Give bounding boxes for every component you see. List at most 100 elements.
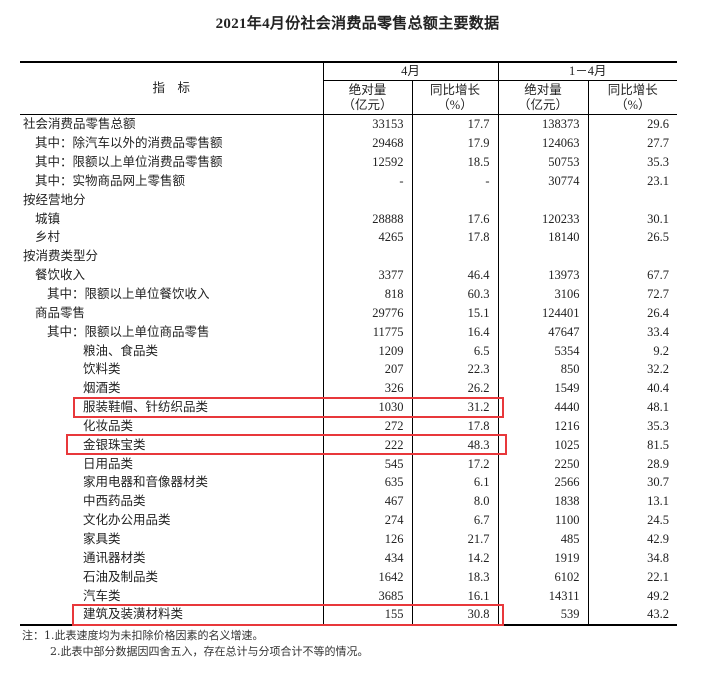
table-row: 通讯器材类 434 14.2 1919 34.8 (20, 548, 678, 568)
ytd-amount-cell: 13973 (497, 265, 589, 285)
col-header-april-amount: 绝对量 （亿元） (322, 80, 412, 115)
ytd-amount-cell (497, 246, 589, 266)
april-growth-cell: 16.4 (411, 322, 499, 342)
april-growth-cell: 17.9 (411, 133, 499, 153)
table-row: 城镇 28888 17.6 120233 30.1 (20, 209, 678, 229)
ytd-growth-cell: 42.9 (587, 529, 678, 549)
row-label: 汽车类 (83, 588, 121, 603)
ytd-amount-cell: 1100 (497, 510, 589, 530)
april-amount-cell: 29468 (322, 133, 412, 153)
april-amount-cell: 818 (322, 284, 412, 304)
table-row: 其中：限额以上单位商品零售 11775 16.4 47647 33.4 (20, 322, 678, 342)
table-row: 饮料类 207 22.3 850 32.2 (20, 359, 678, 379)
april-growth-cell: 6.1 (411, 473, 499, 492)
ytd-amount-cell: 14311 (497, 586, 589, 605)
april-growth-cell (411, 190, 499, 210)
row-label: 中西药品类 (83, 494, 146, 509)
april-amount-cell: 207 (322, 359, 412, 379)
table-row: 餐饮收入 3377 46.4 13973 67.7 (20, 265, 678, 285)
table-row: 汽车类 3685 16.1 14311 49.2 (20, 586, 678, 605)
col-header-unit: （亿元） (518, 97, 569, 112)
ytd-growth-cell: 28.9 (587, 454, 678, 474)
ytd-growth-cell: 49.2 (587, 586, 678, 605)
table-row: 化妆品类 272 17.8 1216 35.3 (20, 416, 678, 436)
ytd-growth-cell: 13.1 (587, 491, 678, 511)
ytd-amount-cell: 30774 (497, 171, 589, 191)
ytd-amount-cell: 3106 (497, 284, 589, 304)
april-amount-cell: 274 (322, 510, 412, 530)
ytd-growth-cell: 48.1 (587, 397, 678, 417)
april-amount-cell: 3377 (322, 265, 412, 285)
ytd-growth-cell: 26.5 (587, 228, 678, 247)
ytd-amount-cell: 1549 (497, 378, 589, 398)
april-growth-cell: 17.8 (411, 228, 499, 247)
table-row: 石油及制品类 1642 18.3 6102 22.1 (20, 567, 678, 587)
ytd-growth-cell (587, 246, 678, 266)
col-header-ytd-amount: 绝对量 （亿元） (497, 80, 589, 115)
april-amount-cell: 33153 (322, 114, 412, 134)
april-growth-cell: 6.5 (411, 341, 499, 360)
ytd-growth-cell: 35.3 (587, 152, 678, 172)
row-label: 社会消费品零售总额 (23, 117, 136, 132)
row-label: 其中：除汽车以外的消费品零售额 (35, 136, 223, 151)
ytd-growth-cell: 26.4 (587, 303, 678, 323)
table-row: 粮油、食品类 1209 6.5 5354 9.2 (20, 341, 678, 360)
retail-sales-table: 指 标 4月 1－4月 绝对量 （亿元） 同比增长 （%） 绝对量 （亿元） 同比增长… (20, 61, 678, 626)
ytd-growth-cell: 43.2 (587, 604, 678, 626)
ytd-amount-cell: 2566 (497, 473, 589, 492)
april-growth-cell: 8.0 (411, 491, 499, 511)
table-row: 其中：限额以上单位消费品零售额 12592 18.5 50753 35.3 (20, 152, 678, 172)
april-growth-cell: 30.8 (411, 604, 499, 626)
april-amount-cell: 155 (322, 604, 412, 626)
ytd-growth-cell: 27.7 (587, 133, 678, 153)
ytd-amount-cell: 1216 (497, 416, 589, 436)
table-row: 乡村 4265 17.8 18140 26.5 (20, 228, 678, 247)
ytd-growth-cell: 33.4 (587, 322, 678, 342)
ytd-amount-cell: 1025 (497, 435, 589, 455)
april-growth-cell: 15.1 (411, 303, 499, 323)
table-row: 其中：实物商品网上零售额 - -30774 23.1 (20, 171, 678, 191)
april-amount-cell: 222 (322, 435, 412, 455)
col-header-unit: （亿元） (342, 97, 393, 112)
april-growth-cell: 17.8 (411, 416, 499, 436)
group-header-jan-apr: 1－4月 (497, 61, 678, 81)
row-label: 烟酒类 (83, 381, 121, 396)
ytd-amount-cell: 124401 (497, 303, 589, 323)
note-2: 2.此表中部分数据因四舍五入，存在总计与分项合计不等的情况。 (50, 645, 369, 658)
ytd-growth-cell: 29.6 (587, 114, 678, 134)
ytd-growth-cell: 24.5 (587, 510, 678, 530)
col-header-line: 绝对量 (524, 82, 562, 97)
ytd-amount-cell (497, 190, 589, 210)
april-growth-cell: 22.3 (411, 359, 499, 379)
ytd-growth-cell: 32.2 (587, 359, 678, 379)
row-label: 其中：限额以上单位餐饮收入 (47, 287, 210, 302)
row-label: 其中：限额以上单位商品零售 (47, 324, 210, 339)
col-header-unit: （%） (437, 97, 473, 112)
ytd-growth-cell: 81.5 (587, 435, 678, 455)
ytd-growth-cell: 30.1 (587, 209, 678, 229)
table-row: 服装鞋帽、针纺织品类 1030 31.2 4440 48.1 (20, 397, 678, 417)
row-label: 城镇 (35, 211, 61, 226)
row-label: 餐饮收入 (35, 268, 86, 283)
table-row: 中西药品类 467 8.0 1838 13.1 (20, 491, 678, 511)
april-growth-cell: 46.4 (411, 265, 499, 285)
ytd-growth-cell: 35.3 (587, 416, 678, 436)
table-row: 其中：除汽车以外的消费品零售额 29468 17.9 124063 27.7 (20, 133, 678, 153)
row-label: 通讯器材类 (83, 550, 146, 565)
col-header-unit: （%） (615, 97, 651, 112)
april-amount-cell: 12592 (322, 152, 412, 172)
note-1: 注：1.此表速度均为未扣除价格因素的名义增速。 (22, 629, 264, 642)
april-growth-cell: 16.1 (411, 586, 499, 605)
april-amount-cell: 326 (322, 378, 412, 398)
row-label: 服装鞋帽、针纺织品类 (83, 400, 209, 415)
april-growth-cell: 18.5 (411, 152, 499, 172)
april-growth-cell: 6.7 (411, 510, 499, 530)
april-amount-cell: 1030 (322, 397, 412, 417)
april-amount-cell: 4265 (322, 228, 412, 247)
ytd-growth-cell: 40.4 (587, 378, 678, 398)
april-growth-cell: 17.2 (411, 454, 499, 474)
ytd-amount-cell: 850 (497, 359, 589, 379)
april-amount-cell: 28888 (322, 209, 412, 229)
row-label: 粮油、食品类 (83, 343, 159, 358)
april-amount-cell: 635 (322, 473, 412, 492)
